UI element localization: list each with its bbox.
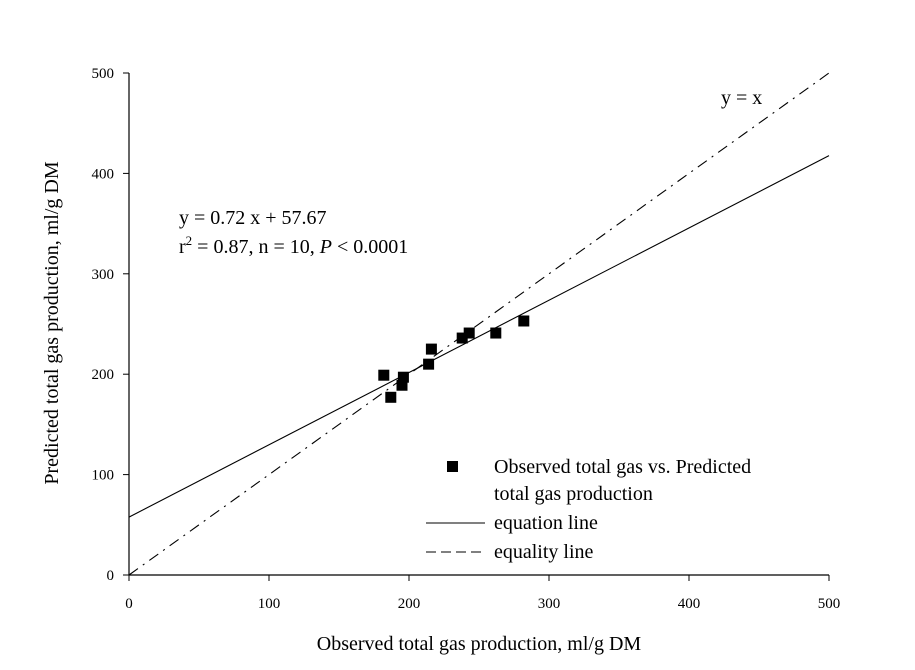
stats-r-superscript: 2 <box>186 233 193 248</box>
equation-annotation: y = 0.72 x + 57.67 <box>179 207 327 229</box>
stats-tail: < 0.0001 <box>332 236 408 258</box>
data-point <box>385 391 397 403</box>
x-tick-label: 0 <box>125 596 133 612</box>
stats-middle: = 0.87, n = 10, <box>192 236 320 258</box>
y-tick-label: 200 <box>92 367 115 383</box>
legend-scatter-label-line2: total gas production <box>494 483 653 505</box>
fit-lines <box>128 72 830 576</box>
identity-line-label: y = x <box>721 87 762 109</box>
y-ticks: 0 100 200 300 400 500 <box>92 66 129 584</box>
equation-line <box>128 155 830 518</box>
y-tick-label: 100 <box>92 468 115 484</box>
legend-scatter-label-line1: Observed total gas vs. Predicted <box>494 456 751 478</box>
y-tick-label: 400 <box>92 166 115 182</box>
data-point <box>397 371 409 383</box>
legend-equation-line-label: equation line <box>494 512 598 534</box>
data-point <box>463 327 475 339</box>
data-point <box>490 327 502 339</box>
y-axis-label: Predicted total gas production, ml/g DM <box>41 161 63 484</box>
legend: Observed total gas vs. Predicted total g… <box>426 456 751 563</box>
data-points <box>378 315 530 403</box>
stats-r: r <box>179 236 186 258</box>
y-tick-label: 500 <box>92 66 115 82</box>
stats-annotation: r2 = 0.87, n = 10, P < 0.0001 <box>179 233 408 258</box>
data-point <box>456 332 468 344</box>
legend-scatter-marker <box>447 461 458 472</box>
stats-p: P <box>319 236 332 258</box>
x-tick-label: 100 <box>258 596 281 612</box>
y-tick-label: 300 <box>92 267 115 283</box>
data-point <box>378 369 390 381</box>
data-point <box>423 358 435 370</box>
y-tick-label: 0 <box>107 568 115 584</box>
axes <box>128 73 829 576</box>
data-point <box>425 343 437 355</box>
x-tick-label: 200 <box>398 596 421 612</box>
legend-equality-line-label: equality line <box>494 541 594 563</box>
data-point <box>396 379 408 391</box>
x-ticks: 0 100 200 300 400 500 <box>125 575 840 612</box>
x-tick-label: 300 <box>538 596 561 612</box>
x-tick-label: 500 <box>818 596 841 612</box>
data-point <box>518 315 530 327</box>
x-tick-label: 400 <box>678 596 701 612</box>
x-axis-label: Observed total gas production, ml/g DM <box>317 633 642 655</box>
equality-line <box>128 72 830 576</box>
